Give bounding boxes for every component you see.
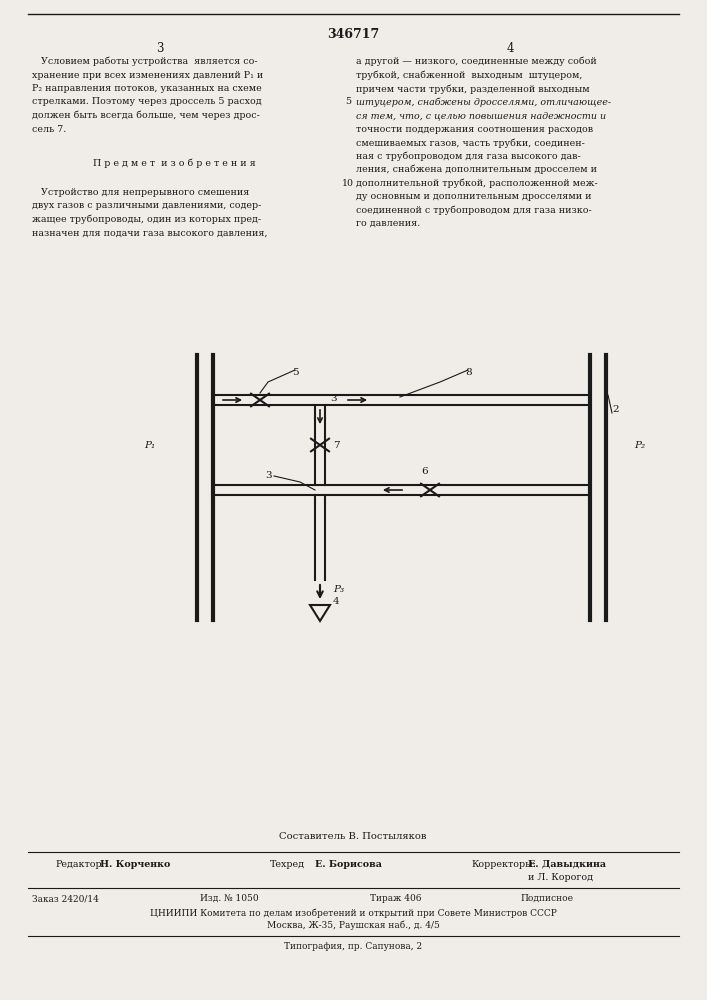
Text: 3: 3 bbox=[330, 394, 337, 403]
Text: П р е д м е т  и з о б р е т е н и я: П р е д м е т и з о б р е т е н и я bbox=[84, 158, 256, 168]
Text: P₃: P₃ bbox=[333, 585, 344, 594]
Text: Е. Давыдкина: Е. Давыдкина bbox=[528, 860, 606, 869]
Text: 8: 8 bbox=[465, 368, 472, 377]
Text: Изд. № 1050: Изд. № 1050 bbox=[200, 894, 259, 903]
Text: Составитель В. Постыляков: Составитель В. Постыляков bbox=[279, 832, 427, 841]
Text: 346717: 346717 bbox=[327, 28, 379, 41]
Text: 10: 10 bbox=[342, 178, 354, 188]
Text: ся тем, что, с целью повышения надежности и: ся тем, что, с целью повышения надежност… bbox=[356, 111, 606, 120]
Text: сель 7.: сель 7. bbox=[32, 124, 66, 133]
Text: Условием работы устройства  является со-: Условием работы устройства является со- bbox=[32, 57, 257, 66]
Text: Н. Корченко: Н. Корченко bbox=[100, 860, 170, 869]
Text: 7: 7 bbox=[333, 440, 339, 450]
Text: Типография, пр. Сапунова, 2: Типография, пр. Сапунова, 2 bbox=[284, 942, 422, 951]
Text: 2: 2 bbox=[612, 406, 619, 414]
Text: двух газов с различными давлениями, содер-: двух газов с различными давлениями, соде… bbox=[32, 201, 262, 210]
Text: точности поддержания соотношения расходов: точности поддержания соотношения расходо… bbox=[356, 124, 593, 133]
Text: 6: 6 bbox=[421, 467, 428, 476]
Text: Е. Борисова: Е. Борисова bbox=[315, 860, 382, 869]
Text: 4: 4 bbox=[506, 42, 514, 55]
Text: жащее трубопроводы, один из которых пред-: жащее трубопроводы, один из которых пред… bbox=[32, 215, 261, 224]
Text: 5: 5 bbox=[292, 368, 298, 377]
Text: Корректоры:: Корректоры: bbox=[472, 860, 537, 869]
Text: 5: 5 bbox=[345, 98, 351, 106]
Text: смешиваемых газов, часть трубки, соединен-: смешиваемых газов, часть трубки, соедине… bbox=[356, 138, 585, 147]
Text: го давления.: го давления. bbox=[356, 219, 420, 228]
Text: 4: 4 bbox=[333, 597, 339, 606]
Text: а другой — низкого, соединенные между собой: а другой — низкого, соединенные между со… bbox=[356, 57, 597, 66]
Text: P₁: P₁ bbox=[144, 440, 156, 450]
Text: 3: 3 bbox=[156, 42, 164, 55]
Text: Устройство для непрерывного смешения: Устройство для непрерывного смешения bbox=[32, 188, 250, 197]
Text: ления, снабжена дополнительным дросселем и: ления, снабжена дополнительным дросселем… bbox=[356, 165, 597, 174]
Text: Заказ 2420/14: Заказ 2420/14 bbox=[32, 894, 99, 903]
Text: Подписное: Подписное bbox=[520, 894, 573, 903]
Text: ЦНИИПИ Комитета по делам изобретений и открытий при Совете Министров СССР: ЦНИИПИ Комитета по делам изобретений и о… bbox=[150, 908, 556, 918]
Text: Москва, Ж-35, Раушская наб., д. 4/5: Москва, Ж-35, Раушская наб., д. 4/5 bbox=[267, 921, 440, 930]
Text: Редактор: Редактор bbox=[55, 860, 102, 869]
Text: P₂ направления потоков, указанных на схеме: P₂ направления потоков, указанных на схе… bbox=[32, 84, 262, 93]
Text: и Л. Корогод: и Л. Корогод bbox=[528, 873, 593, 882]
Text: причем части трубки, разделенной выходным: причем части трубки, разделенной выходны… bbox=[356, 84, 590, 94]
Text: P₂: P₂ bbox=[634, 440, 645, 450]
Text: назначен для подачи газа высокого давления,: назначен для подачи газа высокого давлен… bbox=[32, 228, 267, 237]
Text: дополнительной трубкой, расположенной меж-: дополнительной трубкой, расположенной ме… bbox=[356, 178, 597, 188]
Text: ная с трубопроводом для газа высокого дав-: ная с трубопроводом для газа высокого да… bbox=[356, 151, 580, 161]
Text: хранение при всех изменениях давлений P₁ и: хранение при всех изменениях давлений P₁… bbox=[32, 70, 263, 80]
Text: ду основным и дополнительным дросселями и: ду основным и дополнительным дросселями … bbox=[356, 192, 592, 201]
Text: 3: 3 bbox=[265, 471, 272, 480]
Text: трубкой, снабженной  выходным  штуцером,: трубкой, снабженной выходным штуцером, bbox=[356, 70, 583, 80]
Text: штуцером, снабжены дросселями, отличающее-: штуцером, снабжены дросселями, отличающе… bbox=[356, 98, 611, 107]
Text: соединенной с трубопроводом для газа низко-: соединенной с трубопроводом для газа низ… bbox=[356, 206, 592, 215]
Text: Техред: Техред bbox=[270, 860, 305, 869]
Text: Тираж 406: Тираж 406 bbox=[370, 894, 421, 903]
Text: должен быть всегда больше, чем через дрос-: должен быть всегда больше, чем через дро… bbox=[32, 111, 260, 120]
Text: стрелками. Поэтому через дроссель 5 расход: стрелками. Поэтому через дроссель 5 расх… bbox=[32, 98, 262, 106]
